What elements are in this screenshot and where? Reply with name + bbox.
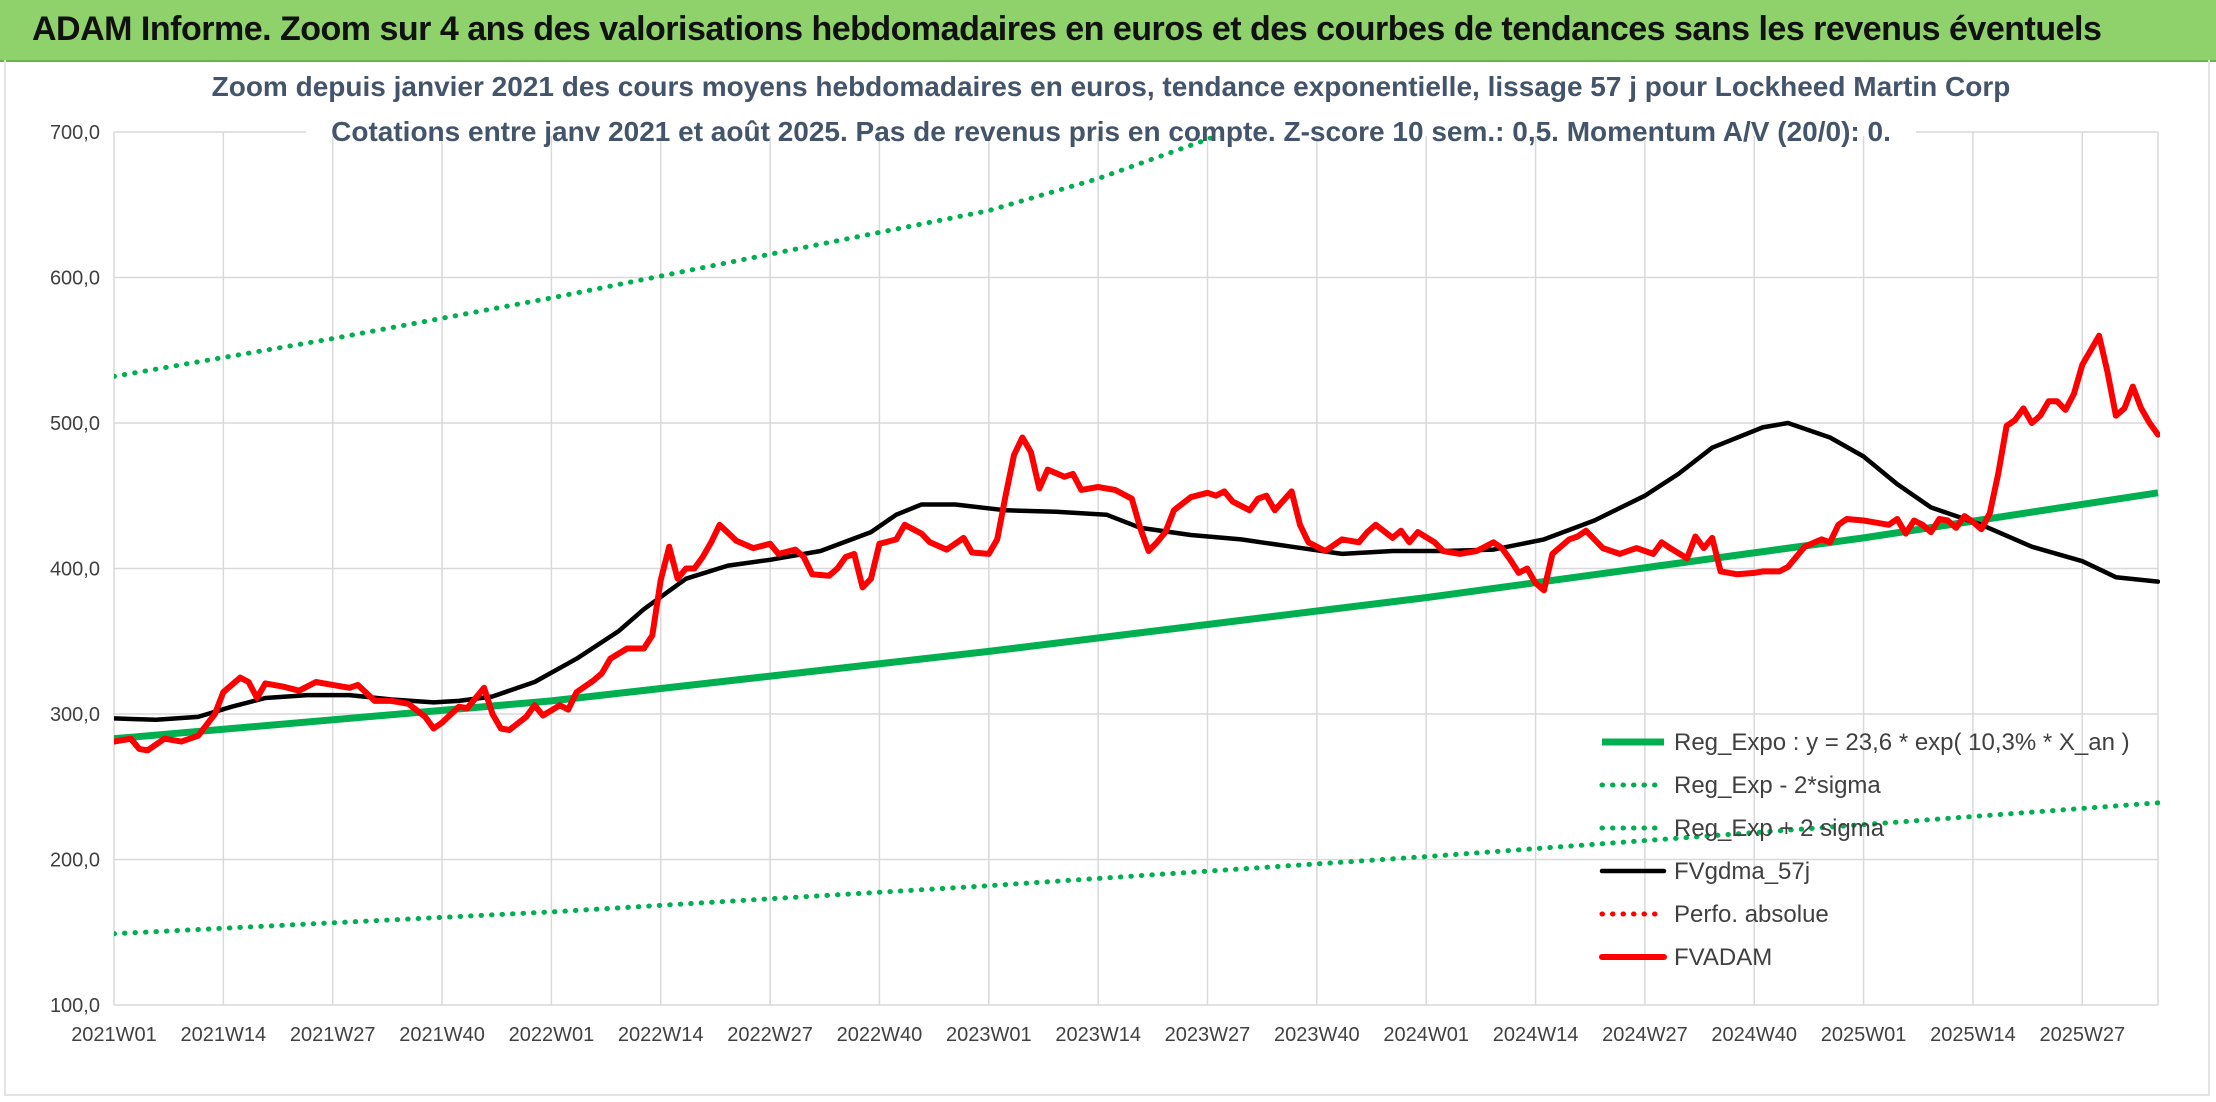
chart-legend: Reg_Expo : y = 23,6 * exp( 10,3% * X_an … [1599, 729, 2130, 971]
x-tick-label: 2024W01 [1383, 1024, 1469, 1046]
legend-label: FVgdma_57j [1674, 858, 1810, 885]
x-tick-label: 2021W01 [71, 1024, 157, 1046]
y-tick-label: 600,0 [50, 268, 100, 290]
y-tick-label: 500,0 [50, 413, 100, 435]
x-tick-label: 2023W40 [1274, 1024, 1360, 1046]
legend-label: FVADAM [1674, 944, 1772, 971]
series-line-0 [114, 489, 2159, 743]
x-tick-label: 2023W27 [1165, 1024, 1251, 1046]
report-banner: ADAM Informe. Zoom sur 4 ans des valoris… [0, 0, 2216, 62]
x-tick-label: 2021W27 [290, 1024, 376, 1046]
report-title: ADAM Informe. Zoom sur 4 ans des valoris… [32, 10, 2102, 48]
axis-ticks: 700,0 600,0 500,0 400,0 300,0 200,0 100,0 2021W… [50, 122, 2125, 1046]
x-tick-label: 2022W40 [837, 1024, 923, 1046]
series-line-3 [114, 420, 2160, 723]
valuation-line-chart: Zoom depuis janvier 2021 des cours moyen… [50, 62, 2160, 1046]
y-tick-label: 200,0 [50, 850, 100, 872]
x-tick-label: 2022W01 [509, 1024, 595, 1046]
x-tick-label: 2022W14 [618, 1024, 704, 1046]
series-line-2 [114, 130, 1236, 379]
x-tick-label: 2023W01 [946, 1024, 1032, 1046]
chart-subtitle: Cotations entre janv 2021 et août 2025. … [331, 116, 1891, 147]
series-line-5 [114, 332, 2160, 754]
title-background [306, 62, 1916, 136]
x-tick-label: 2023W14 [1055, 1024, 1141, 1046]
chart-title-block: Zoom depuis janvier 2021 des cours moyen… [212, 62, 2011, 147]
chart-frame: Zoom depuis janvier 2021 des cours moyen… [4, 60, 2210, 1096]
legend-label: Reg_Exp + 2 sigma [1674, 815, 1885, 842]
y-tick-label: 100,0 [50, 995, 100, 1017]
y-tick-label: 300,0 [50, 704, 100, 726]
x-tick-label: 2022W27 [727, 1024, 813, 1046]
y-tick-label: 400,0 [50, 559, 100, 581]
x-tick-label: 2021W40 [399, 1024, 485, 1046]
legend-label: Reg_Exp - 2*sigma [1674, 772, 1881, 799]
chart-title: Zoom depuis janvier 2021 des cours moyen… [212, 71, 2011, 102]
chart-series [114, 130, 2160, 937]
x-tick-label: 2021W14 [181, 1024, 267, 1046]
legend-label: Reg_Expo : y = 23,6 * exp( 10,3% * X_an … [1674, 729, 2130, 756]
x-tick-label: 2024W14 [1493, 1024, 1579, 1046]
x-tick-label: 2025W14 [1930, 1024, 2016, 1046]
x-tick-label: 2024W40 [1711, 1024, 1797, 1046]
x-tick-label: 2025W01 [1821, 1024, 1907, 1046]
x-tick-label: 2025W27 [2039, 1024, 2125, 1046]
grid-lines [113, 131, 2159, 1006]
y-tick-label: 700,0 [50, 122, 100, 144]
x-tick-label: 2024W27 [1602, 1024, 1688, 1046]
legend-label: Perfo. absolue [1674, 901, 1829, 928]
